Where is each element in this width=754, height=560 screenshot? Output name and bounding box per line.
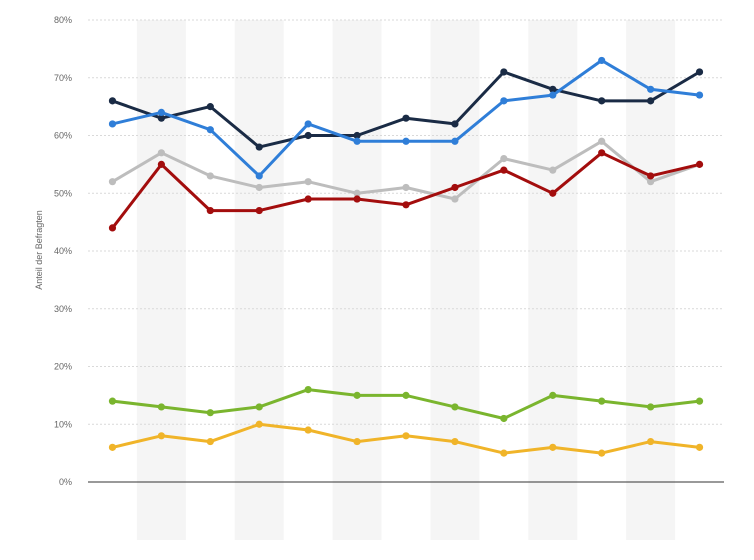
- y-axis-title: Anteil der Befragten: [34, 210, 44, 290]
- data-point[interactable]: [304, 426, 312, 434]
- data-point[interactable]: [598, 97, 606, 105]
- data-point[interactable]: [353, 437, 361, 446]
- data-point[interactable]: [206, 409, 214, 417]
- data-point[interactable]: [206, 437, 214, 446]
- data-point[interactable]: [206, 206, 214, 215]
- data-point[interactable]: [108, 443, 117, 451]
- data-point[interactable]: [108, 224, 117, 232]
- data-point[interactable]: [108, 97, 117, 105]
- data-point[interactable]: [255, 206, 263, 215]
- data-point[interactable]: [451, 437, 459, 446]
- y-tick-label: 30%: [54, 304, 72, 314]
- data-point[interactable]: [402, 432, 410, 440]
- data-point[interactable]: [647, 403, 655, 411]
- y-tick-label: 70%: [54, 73, 72, 83]
- data-point[interactable]: [695, 397, 704, 405]
- data-point[interactable]: [157, 403, 165, 411]
- data-point[interactable]: [598, 397, 606, 405]
- category-band: [332, 20, 382, 540]
- y-tick-label: 0%: [59, 477, 72, 487]
- data-point[interactable]: [206, 172, 214, 180]
- data-point[interactable]: [304, 178, 312, 186]
- y-axis-ticks: 0% 10% 20% 30% 40% 50% 60% 70% 80%: [54, 15, 72, 487]
- data-point[interactable]: [206, 126, 214, 134]
- data-point[interactable]: [402, 114, 410, 122]
- data-point[interactable]: [500, 414, 508, 423]
- data-point[interactable]: [647, 172, 655, 180]
- category-band: [234, 20, 284, 540]
- data-point[interactable]: [695, 160, 704, 168]
- data-point[interactable]: [255, 172, 263, 180]
- data-point[interactable]: [598, 56, 606, 65]
- data-point[interactable]: [402, 183, 410, 192]
- data-point[interactable]: [647, 97, 655, 105]
- data-point[interactable]: [695, 91, 704, 99]
- data-point[interactable]: [402, 137, 410, 145]
- data-point[interactable]: [108, 178, 117, 186]
- data-point[interactable]: [157, 160, 165, 168]
- data-point[interactable]: [353, 131, 361, 140]
- data-point[interactable]: [549, 85, 557, 93]
- series-points: [108, 56, 704, 457]
- data-point[interactable]: [549, 443, 557, 451]
- data-point[interactable]: [451, 195, 459, 203]
- data-point[interactable]: [500, 155, 508, 163]
- data-point[interactable]: [304, 120, 312, 128]
- data-point[interactable]: [549, 166, 557, 174]
- data-point[interactable]: [304, 131, 312, 140]
- data-point[interactable]: [500, 166, 508, 174]
- data-point[interactable]: [451, 183, 459, 192]
- data-point[interactable]: [598, 149, 606, 157]
- data-point[interactable]: [500, 68, 508, 76]
- data-point[interactable]: [353, 137, 361, 145]
- data-point[interactable]: [157, 432, 165, 440]
- data-point[interactable]: [108, 120, 117, 128]
- data-point[interactable]: [500, 97, 508, 105]
- data-point[interactable]: [695, 443, 704, 451]
- data-point[interactable]: [255, 420, 263, 428]
- data-point[interactable]: [255, 403, 263, 411]
- data-point[interactable]: [353, 189, 361, 197]
- data-point[interactable]: [451, 137, 459, 145]
- category-band: [626, 20, 676, 540]
- data-point[interactable]: [647, 178, 655, 186]
- data-point[interactable]: [402, 201, 410, 209]
- category-band: [136, 20, 186, 540]
- y-tick-label: 40%: [54, 246, 72, 256]
- data-point[interactable]: [255, 143, 263, 151]
- data-point[interactable]: [304, 386, 312, 394]
- data-point[interactable]: [157, 149, 165, 157]
- data-point[interactable]: [500, 449, 508, 457]
- y-tick-label: 60%: [54, 131, 72, 141]
- data-point[interactable]: [549, 91, 557, 99]
- data-point[interactable]: [108, 397, 117, 405]
- y-tick-label: 50%: [54, 188, 72, 198]
- data-point[interactable]: [353, 195, 361, 203]
- data-point[interactable]: [598, 449, 606, 457]
- category-band: [528, 20, 578, 540]
- data-point[interactable]: [157, 114, 165, 122]
- data-point[interactable]: [304, 195, 312, 203]
- data-point[interactable]: [549, 391, 557, 399]
- data-point[interactable]: [549, 189, 557, 197]
- data-point[interactable]: [598, 137, 606, 145]
- data-point[interactable]: [157, 108, 165, 116]
- category-band: [430, 20, 480, 540]
- data-point[interactable]: [402, 391, 410, 399]
- y-tick-label: 10%: [54, 419, 72, 429]
- data-point[interactable]: [647, 437, 655, 446]
- data-point[interactable]: [206, 103, 214, 111]
- data-point[interactable]: [695, 68, 704, 76]
- data-point[interactable]: [647, 85, 655, 93]
- data-point[interactable]: [255, 183, 263, 192]
- data-point[interactable]: [353, 391, 361, 399]
- data-point[interactable]: [451, 403, 459, 411]
- y-tick-label: 80%: [54, 15, 72, 25]
- y-tick-label: 20%: [54, 362, 72, 372]
- data-point[interactable]: [451, 120, 459, 128]
